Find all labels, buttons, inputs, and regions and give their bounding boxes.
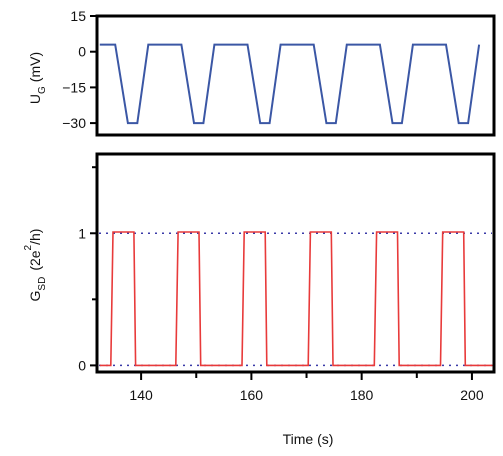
conductance-y-label: GSD(2e2/h) bbox=[23, 229, 48, 302]
gate-voltage-y-tick-label: 0 bbox=[78, 44, 86, 60]
gate-voltage-y-tick-label: 15 bbox=[70, 8, 86, 24]
conductance-y-tick-label: 1 bbox=[78, 225, 86, 241]
conductance-frame bbox=[95, 152, 496, 374]
gate-voltage-y-ticks: 15 0 −15 −30 bbox=[62, 8, 97, 131]
gate-voltage-y-tick-label: −15 bbox=[62, 79, 86, 95]
x-axis-label: Time (s) bbox=[283, 431, 334, 447]
gate-voltage-panel: 15 0 −15 −30 UG(mV) bbox=[27, 8, 496, 137]
gate-voltage-series-line bbox=[99, 43, 481, 125]
x-tick-label: 200 bbox=[460, 387, 484, 403]
gate-voltage-y-label: UG(mV) bbox=[27, 52, 48, 104]
conductance-y-tick-label: 0 bbox=[78, 357, 86, 373]
conductance-plot-area bbox=[99, 231, 494, 367]
gate-voltage-y-tick-label: −30 bbox=[62, 115, 86, 131]
gate-voltage-frame bbox=[95, 14, 496, 137]
x-tick-label: 140 bbox=[129, 387, 153, 403]
conductance-x-ticks: 140 160 180 200 bbox=[129, 372, 484, 403]
gate-voltage-plot-area bbox=[99, 43, 481, 125]
x-tick-label: 160 bbox=[240, 387, 264, 403]
x-tick-label: 180 bbox=[350, 387, 374, 403]
conductance-panel: 01 140 160 180 200 GSD(2e2/h) Time (s) bbox=[23, 152, 496, 447]
conductance-y-ticks: 01 bbox=[78, 166, 97, 373]
conductance-series-line bbox=[99, 231, 494, 367]
